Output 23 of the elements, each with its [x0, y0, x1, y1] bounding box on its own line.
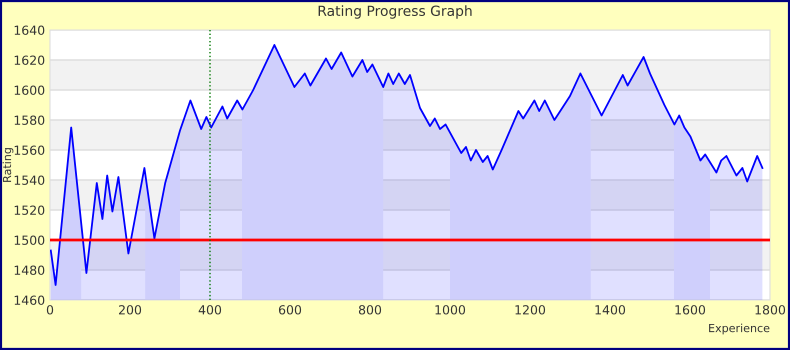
y-tick-label: 1540	[14, 175, 44, 185]
y-tick-label: 1640	[14, 25, 44, 35]
x-tick-label: 400	[198, 305, 222, 315]
y-tick-label: 1580	[14, 115, 44, 125]
y-tick-label: 1600	[14, 85, 44, 95]
x-tick-label: 1600	[675, 305, 706, 315]
x-tick-label: 600	[278, 305, 302, 315]
x-tick-label: 0	[46, 305, 54, 315]
y-tick-label: 1500	[14, 235, 44, 245]
x-tick-label: 800	[358, 305, 382, 315]
x-tick-label: 1200	[515, 305, 546, 315]
chart-title: Rating Progress Graph	[318, 5, 472, 19]
x-tick-label: 1400	[595, 305, 626, 315]
x-axis-title: Experience	[709, 324, 770, 334]
y-axis-title: Rating	[2, 148, 14, 182]
y-tick-label: 1620	[14, 55, 44, 65]
x-tick-label: 1000	[435, 305, 466, 315]
x-tick-label: 200	[118, 305, 142, 315]
x-tick-label: 1800	[755, 305, 786, 315]
y-tick-label: 1480	[14, 265, 44, 275]
y-tick-label: 1460	[14, 295, 44, 305]
y-tick-label: 1520	[14, 205, 44, 215]
y-tick-label: 1560	[14, 145, 44, 155]
